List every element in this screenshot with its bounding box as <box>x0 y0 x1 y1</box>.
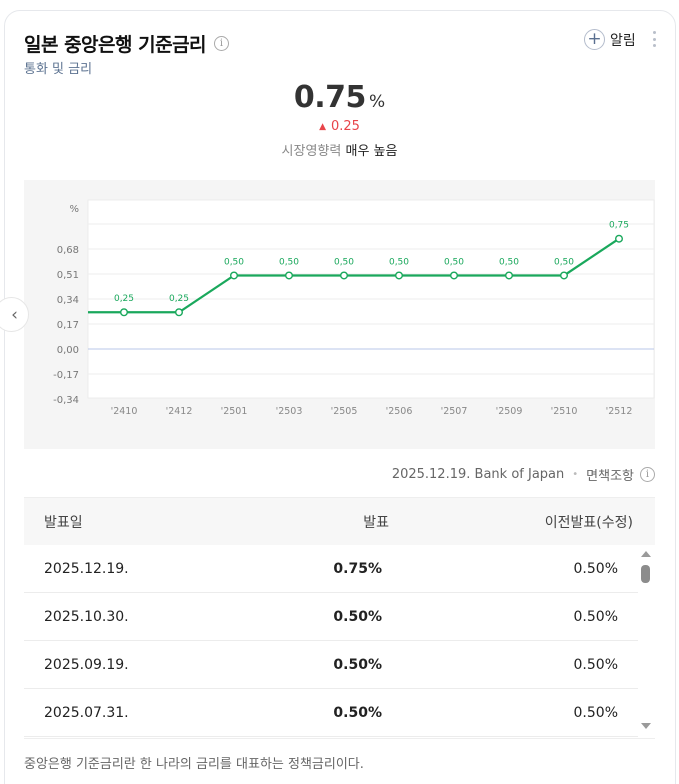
source-provider: Bank of Japan <box>474 467 565 482</box>
divider <box>24 738 655 739</box>
alarm-button[interactable]: + 알림 <box>584 29 636 50</box>
change-value: ▲ 0.25 <box>319 119 360 134</box>
impact-level: 매우 높음 <box>345 144 398 159</box>
rate-chart: 0,68 0,51 0,34 0,17 0,00 -0,17 -0,34% 0,25 '2410… <box>24 180 655 449</box>
svg-text:0,25: 0,25 <box>169 294 189 304</box>
info-icon[interactable]: i <box>214 36 230 51</box>
description-text: 중앙은행 기준금리란 한 나라의 금리를 대표하는 정책금리이다. <box>24 757 364 772</box>
chart-prev-button[interactable]: ‹ <box>0 297 29 332</box>
svg-text:0,25: 0,25 <box>114 294 134 304</box>
svg-text:0,50: 0,50 <box>279 257 299 267</box>
table-row: 2025.10.30. 0.50% 0.50% <box>24 593 638 641</box>
line-chart: 0,68 0,51 0,34 0,17 0,00 -0,17 -0,34% 0,25 '2410… <box>53 199 655 417</box>
svg-text:'2512: '2512 <box>606 406 633 417</box>
svg-text:'2507: '2507 <box>441 406 468 417</box>
svg-text:0,75: 0,75 <box>609 221 629 231</box>
value-unit: % <box>368 92 386 112</box>
svg-text:0,68: 0,68 <box>57 245 79 256</box>
svg-text:0,34: 0,34 <box>57 295 79 306</box>
scroll-up-arrow-icon[interactable] <box>641 551 651 557</box>
svg-text:'2412: '2412 <box>166 406 193 417</box>
plus-icon: + <box>584 29 605 50</box>
table-row: 2025.07.31. 0.50% 0.50% <box>24 689 638 737</box>
header-date: 발표일 <box>44 514 83 531</box>
header-actual: 발표 <box>363 514 389 531</box>
current-value: 0.75 <box>293 80 367 115</box>
svg-text:0,00: 0,00 <box>57 345 79 356</box>
svg-text:'2503: '2503 <box>276 406 303 417</box>
svg-text:'2505: '2505 <box>331 406 358 417</box>
source-date: 2025.12.19. <box>391 467 471 482</box>
svg-text:0,50: 0,50 <box>444 257 464 267</box>
scroll-down-arrow-icon[interactable] <box>641 723 651 729</box>
svg-text:0,51: 0,51 <box>57 270 79 281</box>
category-label: 통화 및 금리 <box>24 62 93 77</box>
summary: 0.75% ▲ 0.25 시장영향력 매우 높음 <box>0 80 679 159</box>
svg-text:'2501: '2501 <box>221 406 248 417</box>
svg-text:0,50: 0,50 <box>334 257 354 267</box>
scroll-thumb[interactable] <box>641 565 650 583</box>
table-header: 발표일 발표 이전발표(수정) <box>24 497 655 545</box>
svg-text:%: % <box>69 204 79 215</box>
svg-text:0,50: 0,50 <box>499 257 519 267</box>
table-body[interactable]: 2025.12.19. 0.75% 0.50% 2025.10.30. 0.50… <box>24 545 655 737</box>
svg-text:'2410: '2410 <box>111 406 138 417</box>
disclaimer-info-icon[interactable]: i <box>640 467 655 482</box>
up-triangle-icon: ▲ <box>319 122 326 132</box>
chevron-left-icon: ‹ <box>11 304 18 325</box>
header-previous: 이전발표(수정) <box>544 514 633 531</box>
source-line: 2025.12.19. Bank of Japan • 면책조항 i <box>392 465 655 484</box>
market-impact: 시장영향력 매우 높음 <box>281 144 398 159</box>
svg-text:0,50: 0,50 <box>554 257 574 267</box>
announcement-table: 발표일 발표 이전발표(수정) 2025.12.19. 0.75% 0.50% … <box>24 497 655 737</box>
svg-text:'2509: '2509 <box>496 406 523 417</box>
disclaimer-link[interactable]: 면책조항 <box>586 469 634 484</box>
svg-text:-0,34: -0,34 <box>53 395 79 406</box>
svg-text:'2506: '2506 <box>386 406 413 417</box>
svg-text:0,50: 0,50 <box>389 257 409 267</box>
title-row: 일본 중앙은행 기준금리 i <box>24 30 230 57</box>
table-row: 2025.09.19. 0.50% 0.50% <box>24 641 638 689</box>
alarm-label: 알림 <box>610 32 636 49</box>
table-scrollbar[interactable] <box>638 545 655 737</box>
svg-text:0,17: 0,17 <box>57 320 79 331</box>
svg-text:-0,17: -0,17 <box>53 370 79 381</box>
separator-dot: • <box>572 469 579 480</box>
page-title: 일본 중앙은행 기준금리 <box>24 34 207 56</box>
svg-text:0,50: 0,50 <box>224 257 244 267</box>
table-row: 2025.12.19. 0.75% 0.50% <box>24 545 638 593</box>
more-options-icon[interactable] <box>652 31 656 47</box>
svg-text:'2510: '2510 <box>551 406 578 417</box>
